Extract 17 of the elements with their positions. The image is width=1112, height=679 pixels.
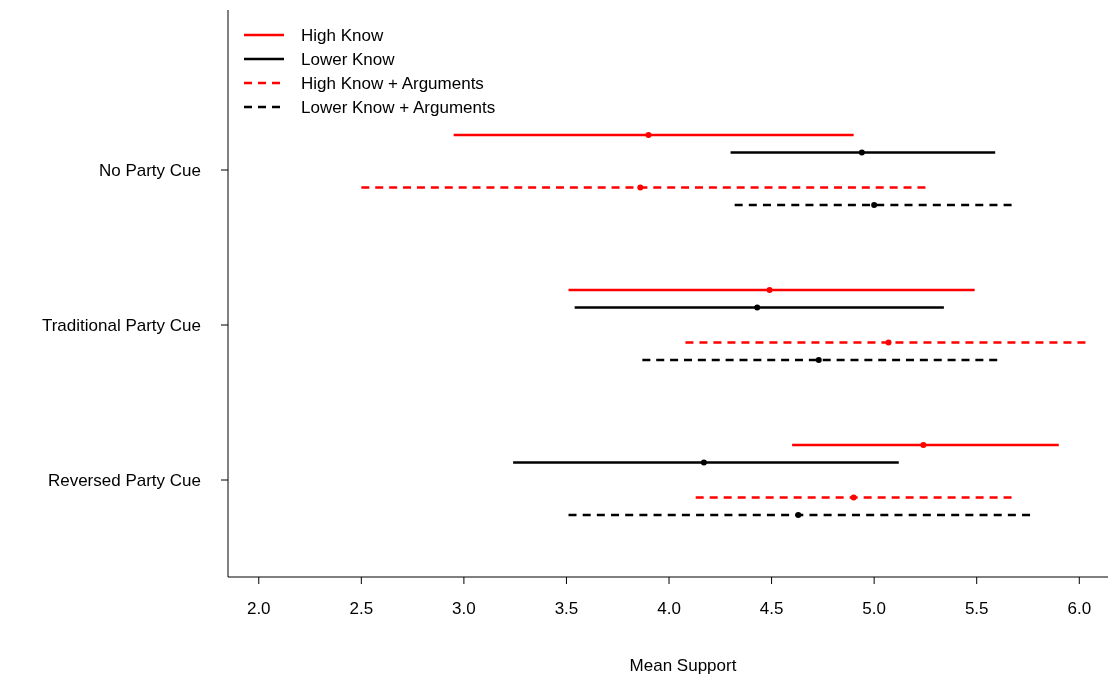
x-tick-label: 4.5 bbox=[759, 599, 784, 618]
y-tick-label: No Party Cue bbox=[98, 161, 201, 180]
legend-label: Lower Know bbox=[301, 50, 396, 69]
x-tick-label: 2.0 bbox=[246, 599, 271, 618]
x-tick-label: 2.5 bbox=[349, 599, 374, 618]
x-tick-label: 5.0 bbox=[862, 599, 886, 618]
x-tick-label: 5.5 bbox=[964, 599, 989, 618]
x-tick-label: 4.0 bbox=[657, 599, 681, 618]
x-axis-title: Mean Support bbox=[629, 656, 737, 675]
legend-label: Lower Know + Arguments bbox=[301, 98, 496, 117]
x-tick-label: 3.0 bbox=[452, 599, 476, 618]
x-tick-label: 6.0 bbox=[1067, 599, 1092, 618]
x-tick-label: 3.5 bbox=[554, 599, 579, 618]
y-tick-label: Reversed Party Cue bbox=[47, 471, 201, 490]
legend-label: High Know bbox=[301, 26, 384, 45]
legend-label: High Know + Arguments bbox=[301, 74, 484, 93]
y-tick-label: Traditional Party Cue bbox=[41, 316, 201, 335]
